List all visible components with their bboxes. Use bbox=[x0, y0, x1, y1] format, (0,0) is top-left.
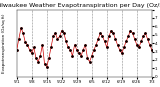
Point bbox=[146, 38, 149, 40]
Text: Evapotranspiration (Oz/sq ft): Evapotranspiration (Oz/sq ft) bbox=[2, 13, 6, 73]
Point bbox=[91, 55, 93, 56]
Point bbox=[112, 32, 115, 34]
Point bbox=[56, 38, 59, 40]
Point bbox=[52, 36, 54, 37]
Point bbox=[39, 55, 42, 56]
Point bbox=[63, 32, 65, 34]
Point bbox=[58, 36, 61, 37]
Point bbox=[99, 32, 102, 34]
Point bbox=[138, 47, 140, 48]
Point bbox=[76, 49, 78, 51]
Point bbox=[151, 49, 153, 51]
Point bbox=[88, 61, 91, 62]
Point bbox=[65, 41, 67, 42]
Point bbox=[15, 49, 18, 51]
Point bbox=[118, 49, 121, 51]
Point bbox=[45, 66, 48, 67]
Point bbox=[144, 32, 147, 34]
Point bbox=[116, 44, 119, 46]
Title: Milwaukee Weather Evapotranspiration per Day (Oz/sq ft): Milwaukee Weather Evapotranspiration per… bbox=[0, 3, 160, 8]
Point bbox=[148, 44, 151, 46]
Point bbox=[82, 49, 84, 51]
Point bbox=[24, 42, 27, 43]
Point bbox=[22, 32, 24, 34]
Point bbox=[97, 38, 100, 40]
Point bbox=[26, 44, 29, 46]
Point bbox=[103, 41, 106, 42]
Point bbox=[142, 36, 144, 37]
Point bbox=[78, 53, 80, 54]
Point bbox=[133, 38, 136, 40]
Point bbox=[140, 41, 142, 42]
Point bbox=[129, 30, 132, 31]
Point bbox=[84, 44, 87, 46]
Point bbox=[28, 49, 31, 51]
Point bbox=[43, 63, 46, 65]
Point bbox=[60, 30, 63, 31]
Point bbox=[123, 47, 125, 48]
Point bbox=[67, 47, 69, 48]
Point bbox=[95, 44, 97, 46]
Point bbox=[69, 49, 72, 51]
Point bbox=[101, 36, 104, 37]
Point bbox=[41, 44, 44, 46]
Point bbox=[20, 27, 22, 29]
Point bbox=[37, 61, 39, 62]
Point bbox=[110, 30, 112, 31]
Point bbox=[93, 49, 95, 51]
Point bbox=[136, 44, 138, 46]
Point bbox=[48, 58, 50, 59]
Point bbox=[108, 36, 110, 37]
Point bbox=[18, 38, 20, 40]
Point bbox=[73, 44, 76, 46]
Point bbox=[35, 58, 37, 59]
Point bbox=[127, 36, 129, 37]
Point bbox=[86, 58, 89, 59]
Point bbox=[131, 32, 134, 34]
Point bbox=[54, 32, 57, 34]
Point bbox=[30, 53, 33, 54]
Point bbox=[120, 53, 123, 54]
Point bbox=[50, 47, 52, 48]
Point bbox=[125, 41, 127, 42]
Point bbox=[71, 55, 74, 56]
Point bbox=[33, 47, 35, 48]
Point bbox=[114, 38, 117, 40]
Point bbox=[80, 55, 82, 56]
Point bbox=[105, 47, 108, 48]
